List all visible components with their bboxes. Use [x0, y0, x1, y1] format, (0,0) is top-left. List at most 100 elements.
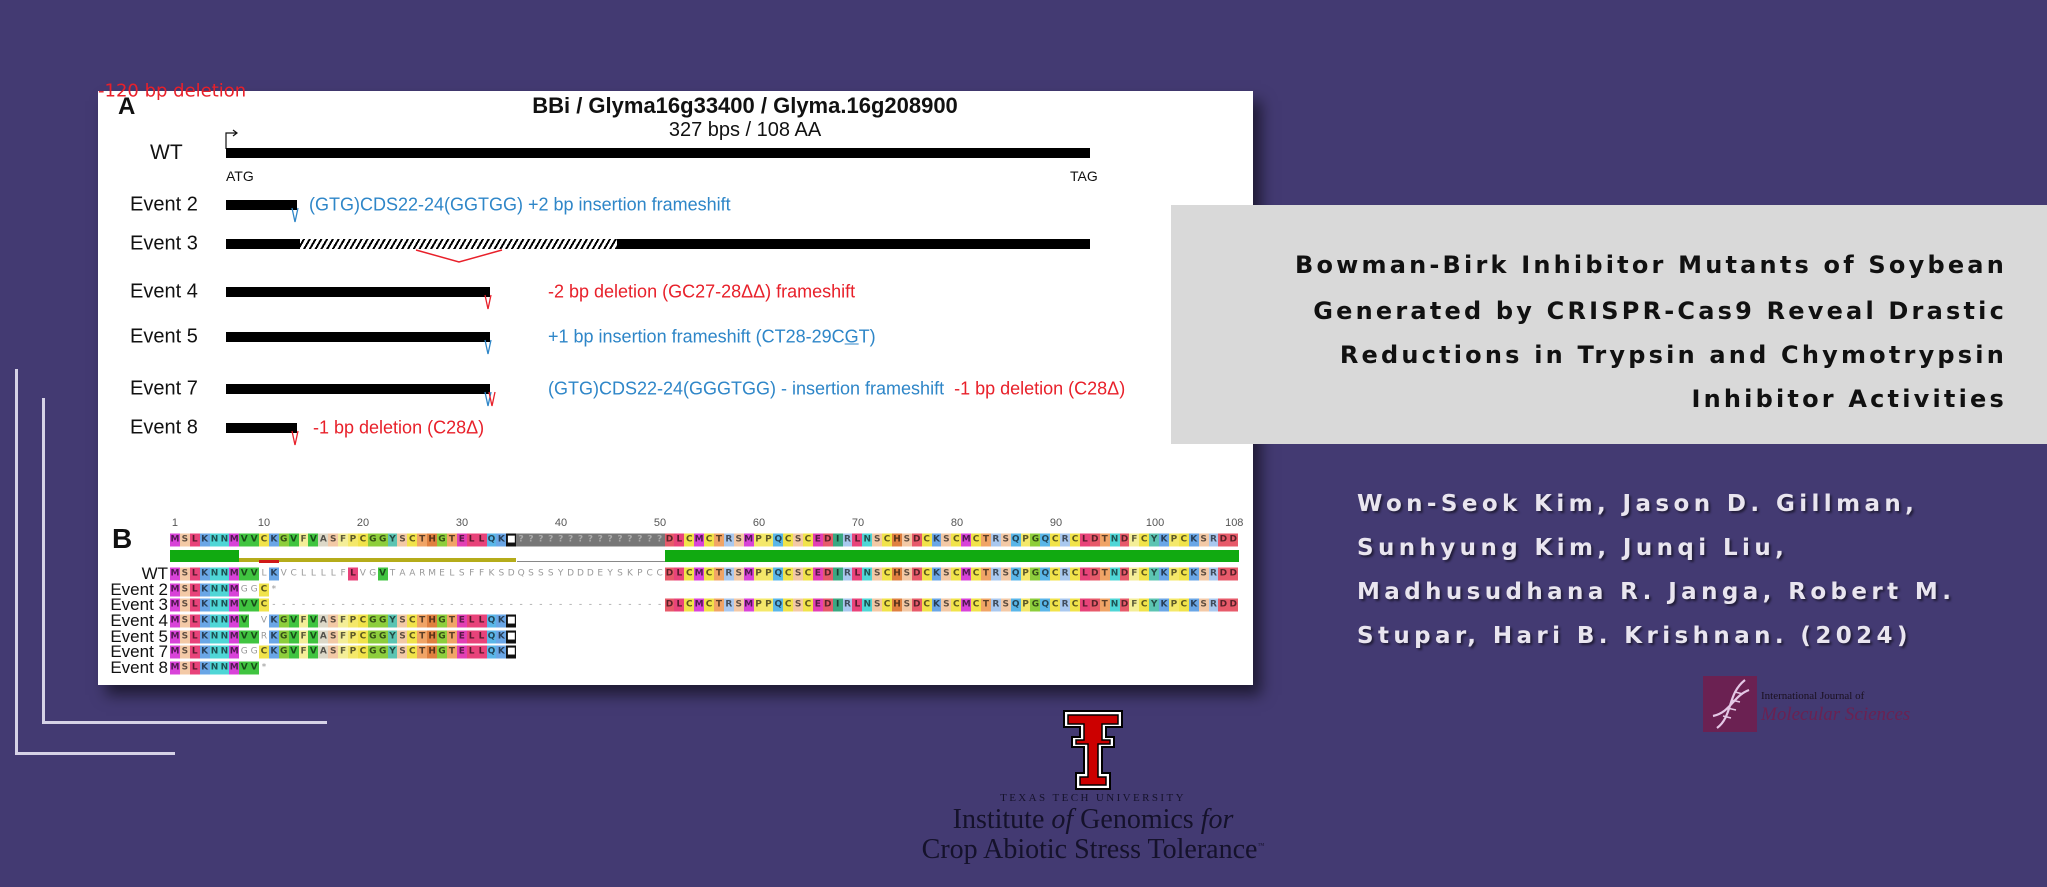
dna-helix-icon	[1703, 676, 1757, 732]
residue: F	[478, 568, 485, 579]
residue: S	[1198, 533, 1209, 547]
residue: ?	[526, 533, 536, 547]
start-codon-label: ATG	[226, 168, 254, 184]
alignment-row-label: Event 8	[110, 658, 168, 677]
title-line: Reductions in Trypsin and Chymotrypsin	[1339, 341, 2007, 369]
residue: -	[578, 599, 583, 610]
residue: Y	[387, 533, 398, 547]
position-tick: 20	[356, 517, 370, 529]
residue: D	[1089, 598, 1100, 612]
residue: M	[229, 661, 240, 675]
residue: -	[657, 599, 662, 610]
residue: S	[538, 568, 544, 579]
residue: Y	[387, 645, 398, 659]
residue: L	[189, 567, 200, 581]
residue: S	[901, 598, 912, 612]
residue: L	[330, 568, 336, 579]
residue: S	[397, 630, 408, 644]
residue: C	[407, 630, 418, 644]
residue: M	[229, 645, 240, 659]
residue: R	[723, 533, 734, 547]
residue: P	[637, 568, 643, 579]
residue: K	[1159, 533, 1169, 547]
residue: E	[456, 614, 467, 628]
residue: L	[189, 598, 200, 612]
residue: K	[1188, 598, 1199, 612]
residue: K	[199, 630, 210, 644]
residue: -	[361, 599, 365, 610]
residue: L	[674, 567, 685, 581]
residue: P	[753, 598, 764, 612]
residue: C	[1050, 598, 1061, 612]
residue: V	[249, 533, 260, 547]
residue: N	[209, 533, 220, 547]
residue: C	[1178, 598, 1189, 612]
residue: C	[684, 598, 695, 612]
residue: P	[763, 533, 774, 547]
residue: S	[547, 568, 554, 579]
residue: M	[229, 614, 240, 628]
residue: K	[199, 533, 210, 547]
deleted-region	[299, 239, 618, 249]
residue: G	[437, 614, 447, 628]
residue: S	[872, 598, 883, 612]
residue: T	[1099, 533, 1110, 547]
authors-line: Won-Seok Kim, Jason D. Gillman,	[1357, 491, 1919, 517]
alignment-row: M S L K N N M G G C K G V F V A S F P C G G Y S C T H G T E L L Q K ■	[170, 645, 517, 659]
residue: K	[931, 533, 942, 547]
residue: R	[842, 598, 853, 612]
residue: M	[170, 630, 180, 644]
residue: ?	[624, 533, 635, 547]
residue: -	[430, 599, 434, 610]
residue: K	[626, 568, 633, 579]
residue: R	[260, 631, 268, 642]
position-tick: 1	[171, 517, 178, 529]
trademark-mark: ™	[1257, 841, 1265, 850]
mutation-marker-icon	[291, 207, 299, 223]
residue: L	[189, 661, 200, 675]
residue: H	[427, 645, 438, 659]
residue: N	[1109, 598, 1120, 612]
residue: L	[348, 567, 358, 581]
residue: R	[990, 598, 1001, 612]
position-tick: 30	[455, 517, 469, 529]
residue: ■	[506, 630, 517, 644]
residue: V	[239, 614, 250, 628]
residue: L	[466, 645, 477, 659]
institute-word: for	[1200, 804, 1234, 835]
residue: L	[1079, 567, 1090, 581]
residue: ?	[605, 533, 616, 547]
residue: M	[743, 533, 754, 547]
residue: G	[278, 533, 289, 547]
authors-line: Madhusudhana R. Janga, Robert M.	[1357, 579, 1956, 605]
residue: G	[240, 584, 248, 595]
residue: G	[377, 533, 388, 547]
residue: V	[288, 630, 299, 644]
residue: Y	[1149, 533, 1160, 547]
residue: F	[469, 568, 475, 579]
residue: -	[301, 599, 306, 610]
residue: K	[268, 533, 279, 547]
residue: -	[460, 599, 464, 610]
decorative-line	[42, 398, 45, 723]
residue: D	[1119, 598, 1130, 612]
decorative-line	[42, 721, 327, 724]
event-label: Event 2	[130, 193, 198, 216]
residue: S	[941, 533, 952, 547]
residue: S	[328, 614, 339, 628]
residue: T	[1099, 598, 1110, 612]
residue: -	[292, 599, 296, 610]
residue: ?	[654, 533, 665, 547]
residue: -	[321, 599, 325, 610]
residue: M	[170, 645, 180, 659]
alignment-row-label: Event 4	[110, 611, 168, 630]
residue: Y	[607, 568, 613, 579]
residue: Q	[773, 533, 784, 547]
residue: L	[476, 630, 487, 644]
residue: S	[901, 533, 912, 547]
residue: Y	[557, 568, 564, 579]
residue: M	[229, 533, 240, 547]
residue: D	[822, 598, 833, 612]
residue: -	[499, 599, 503, 610]
